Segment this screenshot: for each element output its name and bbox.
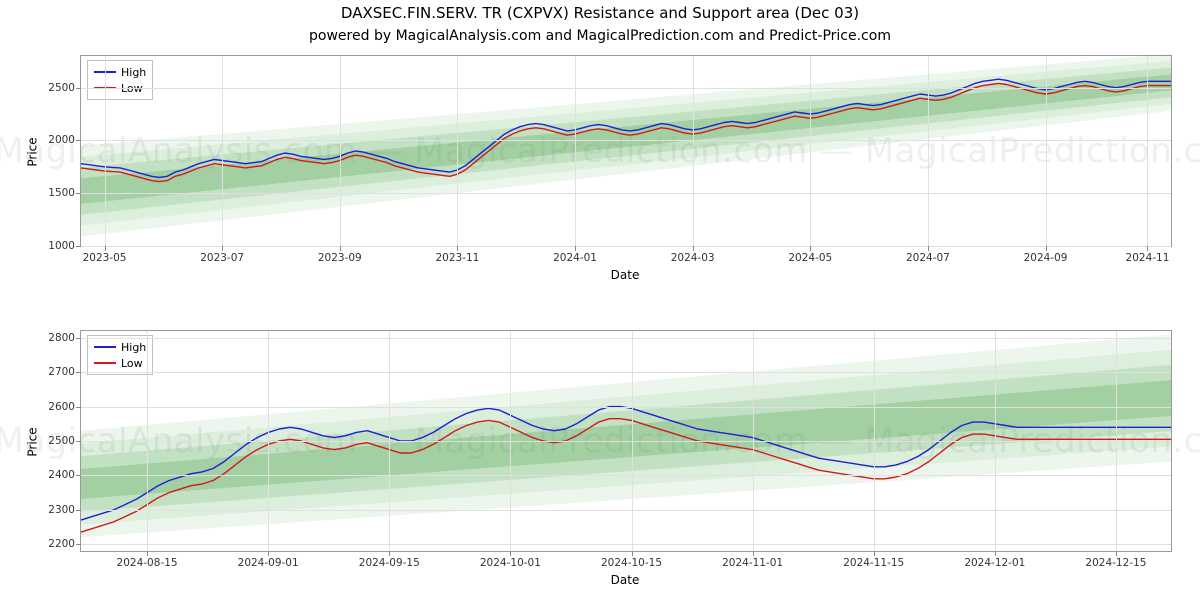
legend-item-low: Low <box>94 355 146 371</box>
xtick: 2023-05 <box>83 246 127 264</box>
figure: DAXSEC.FIN.SERV. TR (CXPVX) Resistance a… <box>0 0 1200 600</box>
xtick: 2024-12-15 <box>1085 551 1146 569</box>
xtick: 2024-05 <box>788 246 832 264</box>
ytick: 2600 <box>48 401 81 413</box>
legend-item-high: High <box>94 64 146 80</box>
xtick: 2024-08-15 <box>117 551 178 569</box>
legend-item-high: High <box>94 339 146 355</box>
plot-top: MagicalAnalysis.com — MagicalPrediction.… <box>80 55 1172 247</box>
xtick: 2024-01 <box>553 246 597 264</box>
legend-bottom: High Low <box>87 335 153 375</box>
legend-label-low: Low <box>121 357 143 370</box>
xlabel-bottom: Date <box>80 573 1170 587</box>
ytick: 2400 <box>48 469 81 481</box>
ytick: 2500 <box>48 435 81 447</box>
ylabel-top: Price <box>26 137 40 166</box>
xtick: 2024-11-01 <box>722 551 783 569</box>
xtick: 2024-10-01 <box>480 551 541 569</box>
xtick: 2024-11-15 <box>843 551 904 569</box>
xtick: 2024-09-01 <box>238 551 299 569</box>
ytick: 2500 <box>48 82 81 94</box>
ytick: 2300 <box>48 504 81 516</box>
ylabel-bottom: Price <box>26 427 40 456</box>
ytick: 2000 <box>48 134 81 146</box>
legend-top: High Low <box>87 60 153 100</box>
legend-label-high: High <box>121 66 146 79</box>
ytick: 1000 <box>48 240 81 252</box>
xtick: 2024-11 <box>1126 246 1170 264</box>
ytick: 2700 <box>48 366 81 378</box>
xtick: 2024-09 <box>1024 246 1068 264</box>
ytick: 2800 <box>48 332 81 344</box>
xtick: 2024-09-15 <box>359 551 420 569</box>
plot-bottom: MagicalAnalysis.com — MagicalPrediction.… <box>80 330 1172 552</box>
chart-title: DAXSEC.FIN.SERV. TR (CXPVX) Resistance a… <box>0 4 1200 22</box>
xtick: 2023-07 <box>200 246 244 264</box>
xtick: 2024-12-01 <box>964 551 1025 569</box>
xtick: 2023-11 <box>435 246 479 264</box>
series-top <box>81 56 1171 246</box>
xtick: 2024-03 <box>671 246 715 264</box>
ytick: 2200 <box>48 538 81 550</box>
legend-label-high: High <box>121 341 146 354</box>
xtick: 2024-07 <box>906 246 950 264</box>
legend-line-high <box>94 346 116 348</box>
ytick: 1500 <box>48 187 81 199</box>
xtick: 2024-10-15 <box>601 551 662 569</box>
chart-subtitle: powered by MagicalAnalysis.com and Magic… <box>0 28 1200 44</box>
xlabel-top: Date <box>80 268 1170 282</box>
xtick: 2023-09 <box>318 246 362 264</box>
legend-line-low <box>94 362 116 364</box>
